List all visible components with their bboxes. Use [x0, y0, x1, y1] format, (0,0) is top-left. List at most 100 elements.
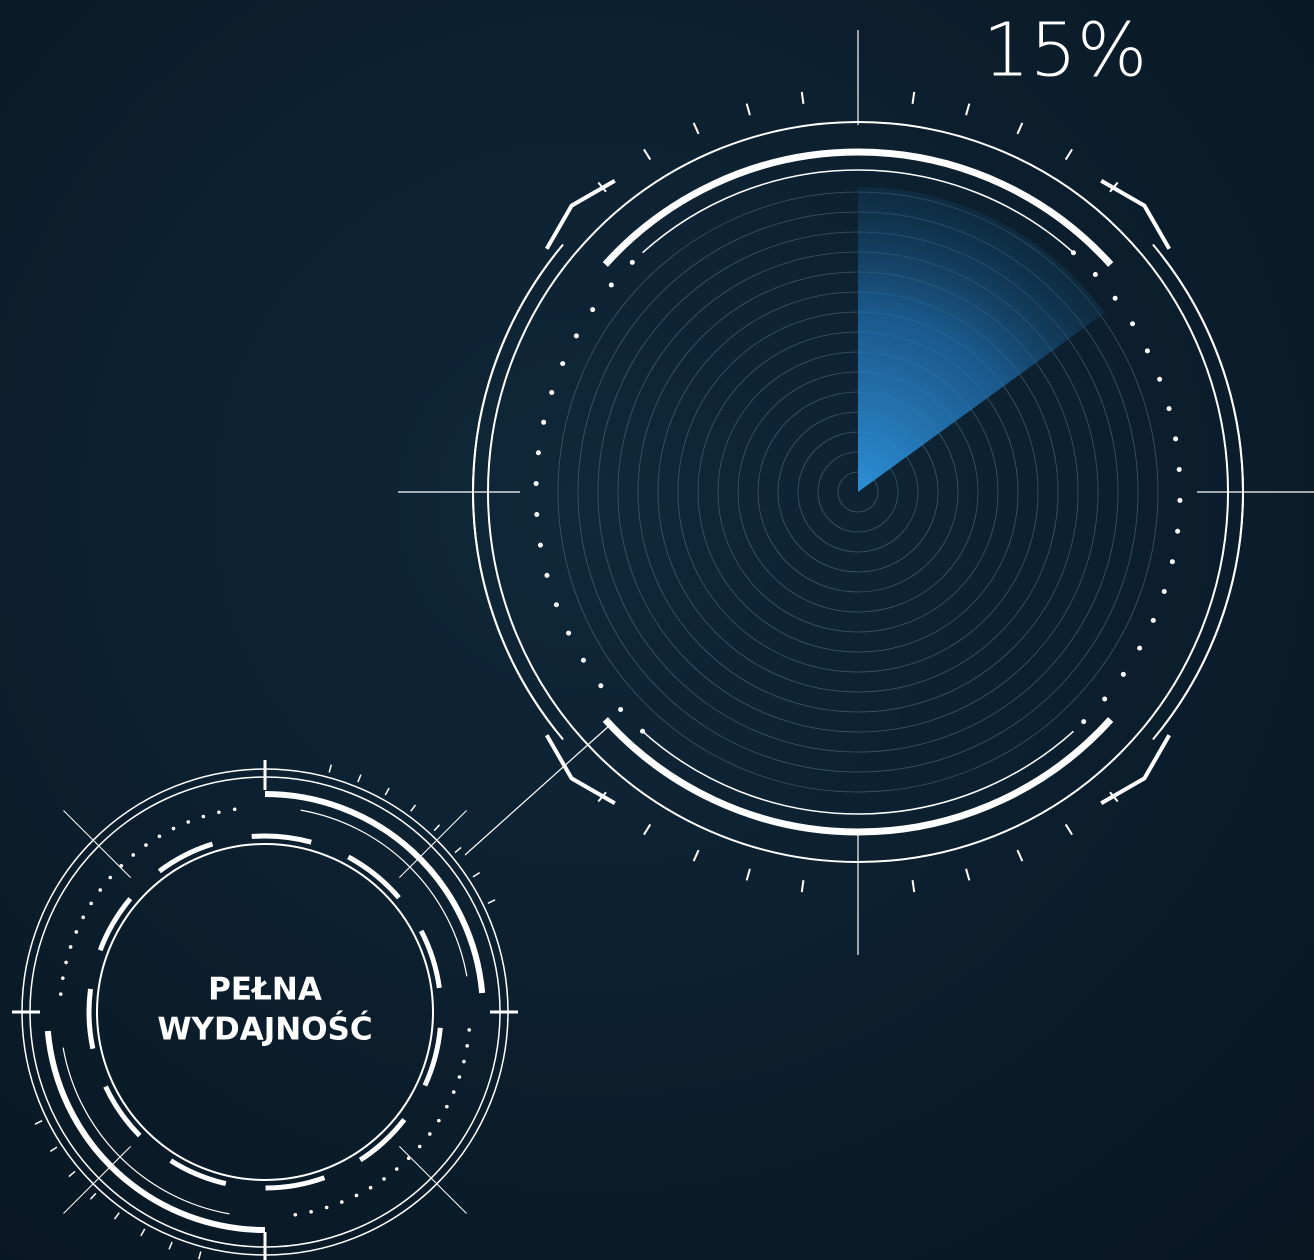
corner-bracket [1100, 734, 1171, 805]
badge-tick [198, 1251, 202, 1260]
dot [598, 683, 604, 689]
badge-thick-arc [264, 791, 486, 994]
dot [465, 1044, 469, 1048]
dot [467, 1028, 472, 1032]
dot [354, 1193, 359, 1198]
dot [566, 630, 572, 636]
thin-arc [642, 730, 1074, 815]
dot [186, 820, 191, 824]
dot [608, 282, 614, 288]
dot [1176, 467, 1182, 473]
dot [324, 1205, 329, 1210]
dot [417, 1144, 422, 1149]
badge-tick [49, 1146, 58, 1153]
scale-tick [800, 91, 805, 104]
scale-tick [965, 103, 971, 116]
dot [171, 826, 176, 831]
dot [131, 853, 136, 857]
badge-diagonal [63, 810, 132, 879]
dot [1173, 436, 1179, 442]
thick-arc [602, 717, 1114, 836]
badge-tick [433, 824, 441, 832]
dot [68, 945, 73, 949]
dot [451, 1090, 456, 1094]
dot [437, 1118, 441, 1123]
dot [89, 901, 93, 906]
badge-line-2: WYDAJNOŚĆ [157, 1011, 372, 1048]
connector [464, 724, 611, 856]
dot [58, 992, 63, 996]
dot [98, 888, 103, 892]
outer-arc [1160, 254, 1244, 730]
dot [1161, 589, 1167, 595]
badge-tick [328, 764, 332, 773]
dot [1177, 497, 1183, 503]
dot [293, 1212, 298, 1217]
radar-gauge [398, 30, 1314, 955]
scale-tick [1016, 122, 1024, 135]
dot [553, 602, 559, 608]
dot [1157, 376, 1163, 382]
badge-tick [34, 1120, 43, 1125]
dot [573, 333, 579, 339]
badge-tick [357, 774, 362, 783]
dot [590, 307, 596, 313]
scale-tick [800, 880, 805, 893]
badge-thick-arc [44, 1030, 266, 1233]
dot [544, 572, 550, 578]
dot [1130, 321, 1136, 327]
dot [201, 814, 206, 819]
corner-bracket [545, 179, 616, 250]
dot [533, 481, 539, 487]
dot [232, 807, 237, 812]
outer-arc [472, 254, 556, 730]
status-badge [12, 760, 518, 1260]
badge-tick [68, 1170, 76, 1178]
dot [1150, 617, 1156, 623]
dot [534, 511, 540, 517]
dot [217, 810, 221, 815]
dot [1102, 696, 1108, 702]
dot [157, 834, 162, 839]
dot [74, 930, 79, 934]
dot [1120, 671, 1126, 677]
scale-tick [1109, 181, 1119, 193]
badge-tick [410, 804, 417, 812]
scale-tick [692, 849, 700, 862]
dot [445, 1104, 449, 1109]
scale-tick [643, 823, 652, 836]
dot [549, 389, 555, 395]
dot [339, 1200, 344, 1204]
dot [144, 843, 148, 847]
scale-tick [1064, 823, 1073, 836]
dot [629, 259, 635, 265]
badge-diagonal [398, 810, 467, 879]
dot [406, 1156, 411, 1161]
dot [535, 450, 541, 456]
scale-tick [1064, 148, 1073, 161]
thick-arc [602, 148, 1114, 267]
scale-tick [597, 791, 607, 803]
dot [618, 707, 624, 713]
dot [560, 361, 566, 367]
dot [1112, 295, 1118, 301]
dot [1070, 250, 1076, 256]
dot [462, 1059, 466, 1064]
gauge-sweep [858, 186, 1105, 492]
dot [119, 863, 124, 868]
scale-tick [911, 880, 916, 893]
outer-ring [487, 121, 1229, 863]
badge-tick [454, 846, 462, 854]
dot [1144, 348, 1150, 354]
scale-tick [597, 181, 607, 193]
dot [1169, 559, 1175, 565]
dot [1137, 645, 1143, 651]
dot [427, 1132, 432, 1136]
scale-tick [965, 868, 971, 881]
dot [81, 915, 85, 920]
scale-tick [1016, 849, 1024, 862]
badge-tick [140, 1228, 146, 1237]
dot [61, 976, 65, 980]
